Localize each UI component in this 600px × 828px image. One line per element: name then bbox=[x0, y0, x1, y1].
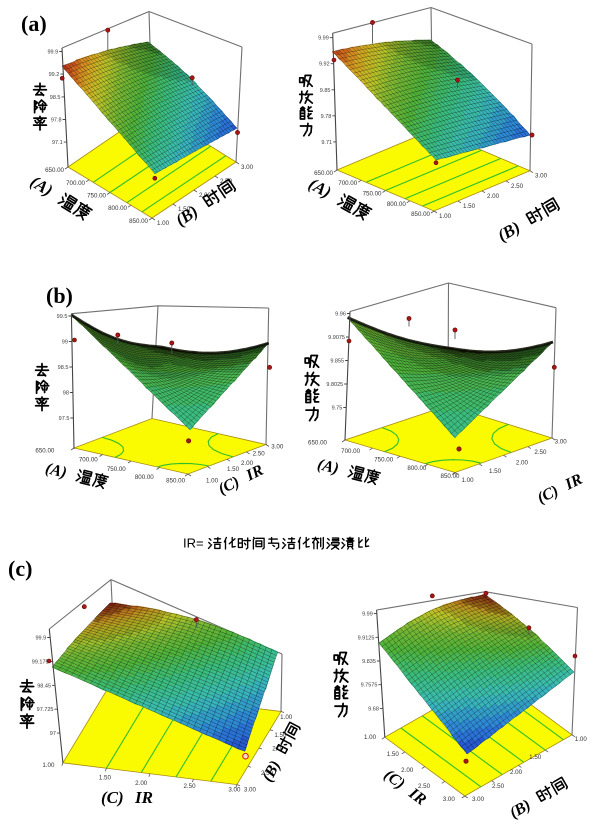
svg-text:2.50: 2.50 bbox=[183, 783, 196, 790]
svg-text:750.00: 750.00 bbox=[87, 193, 106, 200]
svg-text:2.50: 2.50 bbox=[492, 783, 505, 790]
svg-text:1.50: 1.50 bbox=[178, 206, 191, 213]
svg-text:9.9075: 9.9075 bbox=[328, 335, 345, 341]
svg-text:(A): (A) bbox=[44, 460, 69, 482]
svg-text:1.00: 1.00 bbox=[575, 736, 588, 743]
svg-text:650.00: 650.00 bbox=[35, 447, 54, 454]
svg-text:98.5: 98.5 bbox=[50, 95, 61, 101]
svg-text:9.68: 9.68 bbox=[368, 706, 379, 712]
svg-text:1.00: 1.00 bbox=[280, 714, 293, 721]
svg-text:IR: IR bbox=[134, 788, 153, 807]
svg-text:(C): (C) bbox=[101, 788, 124, 807]
svg-text:3.00: 3.00 bbox=[472, 796, 485, 803]
svg-text:1.00: 1.00 bbox=[206, 478, 219, 485]
svg-text:3.00: 3.00 bbox=[271, 444, 284, 451]
svg-text:99: 99 bbox=[62, 340, 68, 346]
svg-text:3.00: 3.00 bbox=[535, 173, 548, 180]
svg-text:1.50: 1.50 bbox=[463, 203, 476, 210]
svg-text:800.00: 800.00 bbox=[407, 465, 426, 472]
svg-text:9.8025: 9.8025 bbox=[326, 382, 343, 388]
svg-text:99.2: 99.2 bbox=[49, 72, 60, 78]
svg-text:700.00: 700.00 bbox=[341, 448, 360, 455]
svg-text:1.00: 1.00 bbox=[439, 213, 452, 220]
svg-text:97.725: 97.725 bbox=[37, 707, 54, 713]
svg-text:9.78: 9.78 bbox=[321, 114, 332, 120]
svg-text:850.00: 850.00 bbox=[129, 218, 148, 225]
svg-text:IR: IR bbox=[562, 471, 586, 494]
svg-text:3.00: 3.00 bbox=[244, 786, 257, 793]
svg-text:99.9: 99.9 bbox=[47, 50, 58, 56]
svg-text:98.5: 98.5 bbox=[58, 365, 69, 371]
svg-text:99.175: 99.175 bbox=[32, 659, 49, 665]
svg-text:97: 97 bbox=[50, 731, 56, 737]
svg-text:3.00: 3.00 bbox=[555, 439, 568, 446]
svg-text:1.50: 1.50 bbox=[274, 732, 287, 739]
svg-text:97.1: 97.1 bbox=[52, 140, 63, 146]
svg-text:IR: IR bbox=[243, 462, 267, 485]
svg-text:650.00: 650.00 bbox=[308, 440, 327, 447]
svg-text:700.00: 700.00 bbox=[79, 457, 98, 464]
svg-text:1.00: 1.00 bbox=[42, 762, 55, 769]
svg-text:(b): (b) bbox=[46, 283, 73, 308]
svg-text:9.9125: 9.9125 bbox=[358, 635, 375, 641]
svg-text:850.00: 850.00 bbox=[166, 478, 185, 485]
svg-text:750.00: 750.00 bbox=[374, 457, 393, 464]
svg-text:98: 98 bbox=[63, 391, 69, 397]
svg-text:1.50: 1.50 bbox=[387, 751, 400, 758]
svg-text:9.71: 9.71 bbox=[321, 140, 332, 146]
svg-text:2.00: 2.00 bbox=[516, 459, 529, 466]
svg-text:650.00: 650.00 bbox=[314, 170, 333, 177]
svg-text:3.00: 3.00 bbox=[228, 786, 241, 793]
svg-text:700.00: 700.00 bbox=[338, 180, 357, 187]
svg-text:97.8: 97.8 bbox=[51, 118, 62, 124]
svg-text:IR=: IR= bbox=[183, 536, 204, 551]
svg-text:2.50: 2.50 bbox=[418, 783, 431, 790]
svg-text:800.00: 800.00 bbox=[135, 474, 154, 481]
svg-text:2.50: 2.50 bbox=[253, 451, 266, 458]
svg-text:2.50: 2.50 bbox=[261, 770, 274, 777]
svg-text:1.00: 1.00 bbox=[364, 734, 377, 741]
svg-text:750.00: 750.00 bbox=[363, 191, 382, 198]
svg-text:850.00: 850.00 bbox=[411, 211, 430, 218]
svg-text:3.00: 3.00 bbox=[241, 164, 254, 171]
svg-text:99.5: 99.5 bbox=[57, 314, 68, 320]
svg-text:99.9: 99.9 bbox=[35, 636, 46, 642]
svg-text:97.5: 97.5 bbox=[59, 416, 70, 422]
svg-text:800.00: 800.00 bbox=[108, 205, 127, 212]
svg-text:1.50: 1.50 bbox=[99, 774, 112, 781]
svg-text:98.45: 98.45 bbox=[37, 683, 51, 689]
svg-text:750.00: 750.00 bbox=[107, 466, 126, 473]
svg-text:1.00: 1.00 bbox=[461, 477, 474, 484]
svg-text:1.50: 1.50 bbox=[227, 466, 240, 473]
svg-text:9.92: 9.92 bbox=[319, 62, 330, 68]
svg-text:2.00: 2.00 bbox=[487, 193, 500, 200]
svg-text:2.00: 2.00 bbox=[135, 780, 148, 787]
svg-text:1.50: 1.50 bbox=[489, 468, 502, 475]
svg-text:2.00: 2.00 bbox=[401, 767, 414, 774]
svg-text:850.00: 850.00 bbox=[441, 473, 460, 480]
svg-text:3.00: 3.00 bbox=[443, 796, 456, 803]
svg-text:650.00: 650.00 bbox=[45, 167, 64, 174]
svg-text:9.85: 9.85 bbox=[320, 88, 331, 94]
svg-text:9.855: 9.855 bbox=[330, 359, 344, 365]
svg-text:2.00: 2.00 bbox=[510, 769, 523, 776]
svg-text:1.50: 1.50 bbox=[529, 754, 542, 761]
svg-text:9.99: 9.99 bbox=[318, 36, 329, 42]
svg-text:9.75: 9.75 bbox=[332, 406, 343, 412]
svg-text:9.99: 9.99 bbox=[362, 612, 373, 618]
svg-text:(c): (c) bbox=[8, 556, 32, 581]
svg-text:800.00: 800.00 bbox=[387, 201, 406, 208]
svg-text:2.00: 2.00 bbox=[241, 460, 254, 467]
svg-text:9.96: 9.96 bbox=[335, 312, 346, 318]
svg-text:2.50: 2.50 bbox=[511, 183, 524, 190]
svg-text:9.7575: 9.7575 bbox=[361, 683, 378, 689]
svg-text:1.00: 1.00 bbox=[157, 220, 170, 227]
svg-text:9.835: 9.835 bbox=[362, 659, 376, 665]
svg-text:(a): (a) bbox=[21, 11, 47, 36]
svg-text:2.50: 2.50 bbox=[534, 449, 547, 456]
svg-text:(A): (A) bbox=[316, 456, 341, 478]
svg-text:700.00: 700.00 bbox=[66, 180, 85, 187]
